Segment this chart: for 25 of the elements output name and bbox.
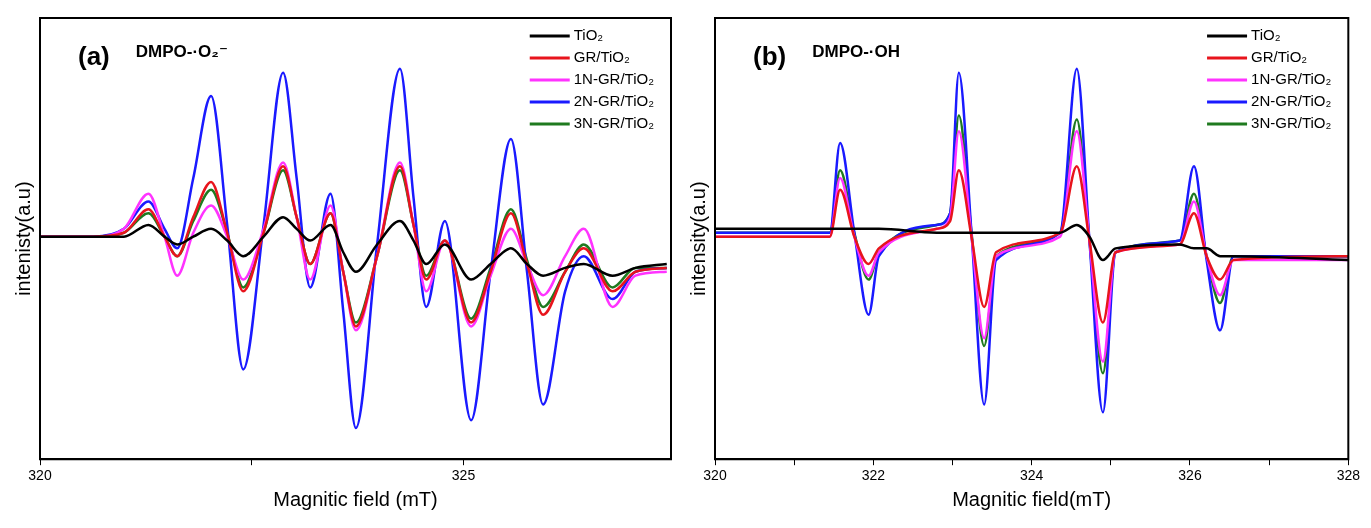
legend-label: 2N-GR/TiO₂ bbox=[573, 92, 655, 110]
legend-label: 1N-GR/TiO₂ bbox=[1251, 70, 1332, 88]
x-tick-label: 328 bbox=[1336, 467, 1361, 484]
legend-label: GR/TiO₂ bbox=[573, 48, 631, 66]
text: DMPO-·OH bbox=[812, 41, 901, 61]
x-tick-label: 325 bbox=[451, 467, 476, 484]
legend-label: 2N-GR/TiO₂ bbox=[1251, 92, 1332, 110]
legend-label: TiO₂ bbox=[573, 26, 604, 44]
x-axis-title: Magnitic field(mT) bbox=[952, 487, 1112, 510]
annotation: (a) bbox=[78, 41, 110, 72]
x-tick-label: 320 bbox=[703, 467, 727, 484]
legend-label: TiO₂ bbox=[1251, 26, 1281, 44]
legend-label: 3N-GR/TiO₂ bbox=[1251, 114, 1332, 132]
x-tick-label: 322 bbox=[861, 467, 886, 484]
x-tick-label: 326 bbox=[1178, 467, 1202, 484]
x-tick-label: 324 bbox=[1019, 467, 1044, 484]
legend-label: 1N-GR/TiO₂ bbox=[573, 70, 655, 88]
text: DMPO-·O₂⁻ bbox=[135, 41, 228, 61]
annotation: (b) bbox=[753, 41, 787, 72]
y-axis-title: intensity(a.u) bbox=[686, 181, 709, 296]
x-tick-label: 320 bbox=[28, 467, 52, 484]
y-axis-title: intenisty(a.u) bbox=[11, 181, 34, 296]
legend-label: 3N-GR/TiO₂ bbox=[573, 114, 655, 132]
legend-label: GR/TiO₂ bbox=[1251, 48, 1308, 66]
x-axis-title: Magnitic field (mT) bbox=[273, 487, 438, 510]
